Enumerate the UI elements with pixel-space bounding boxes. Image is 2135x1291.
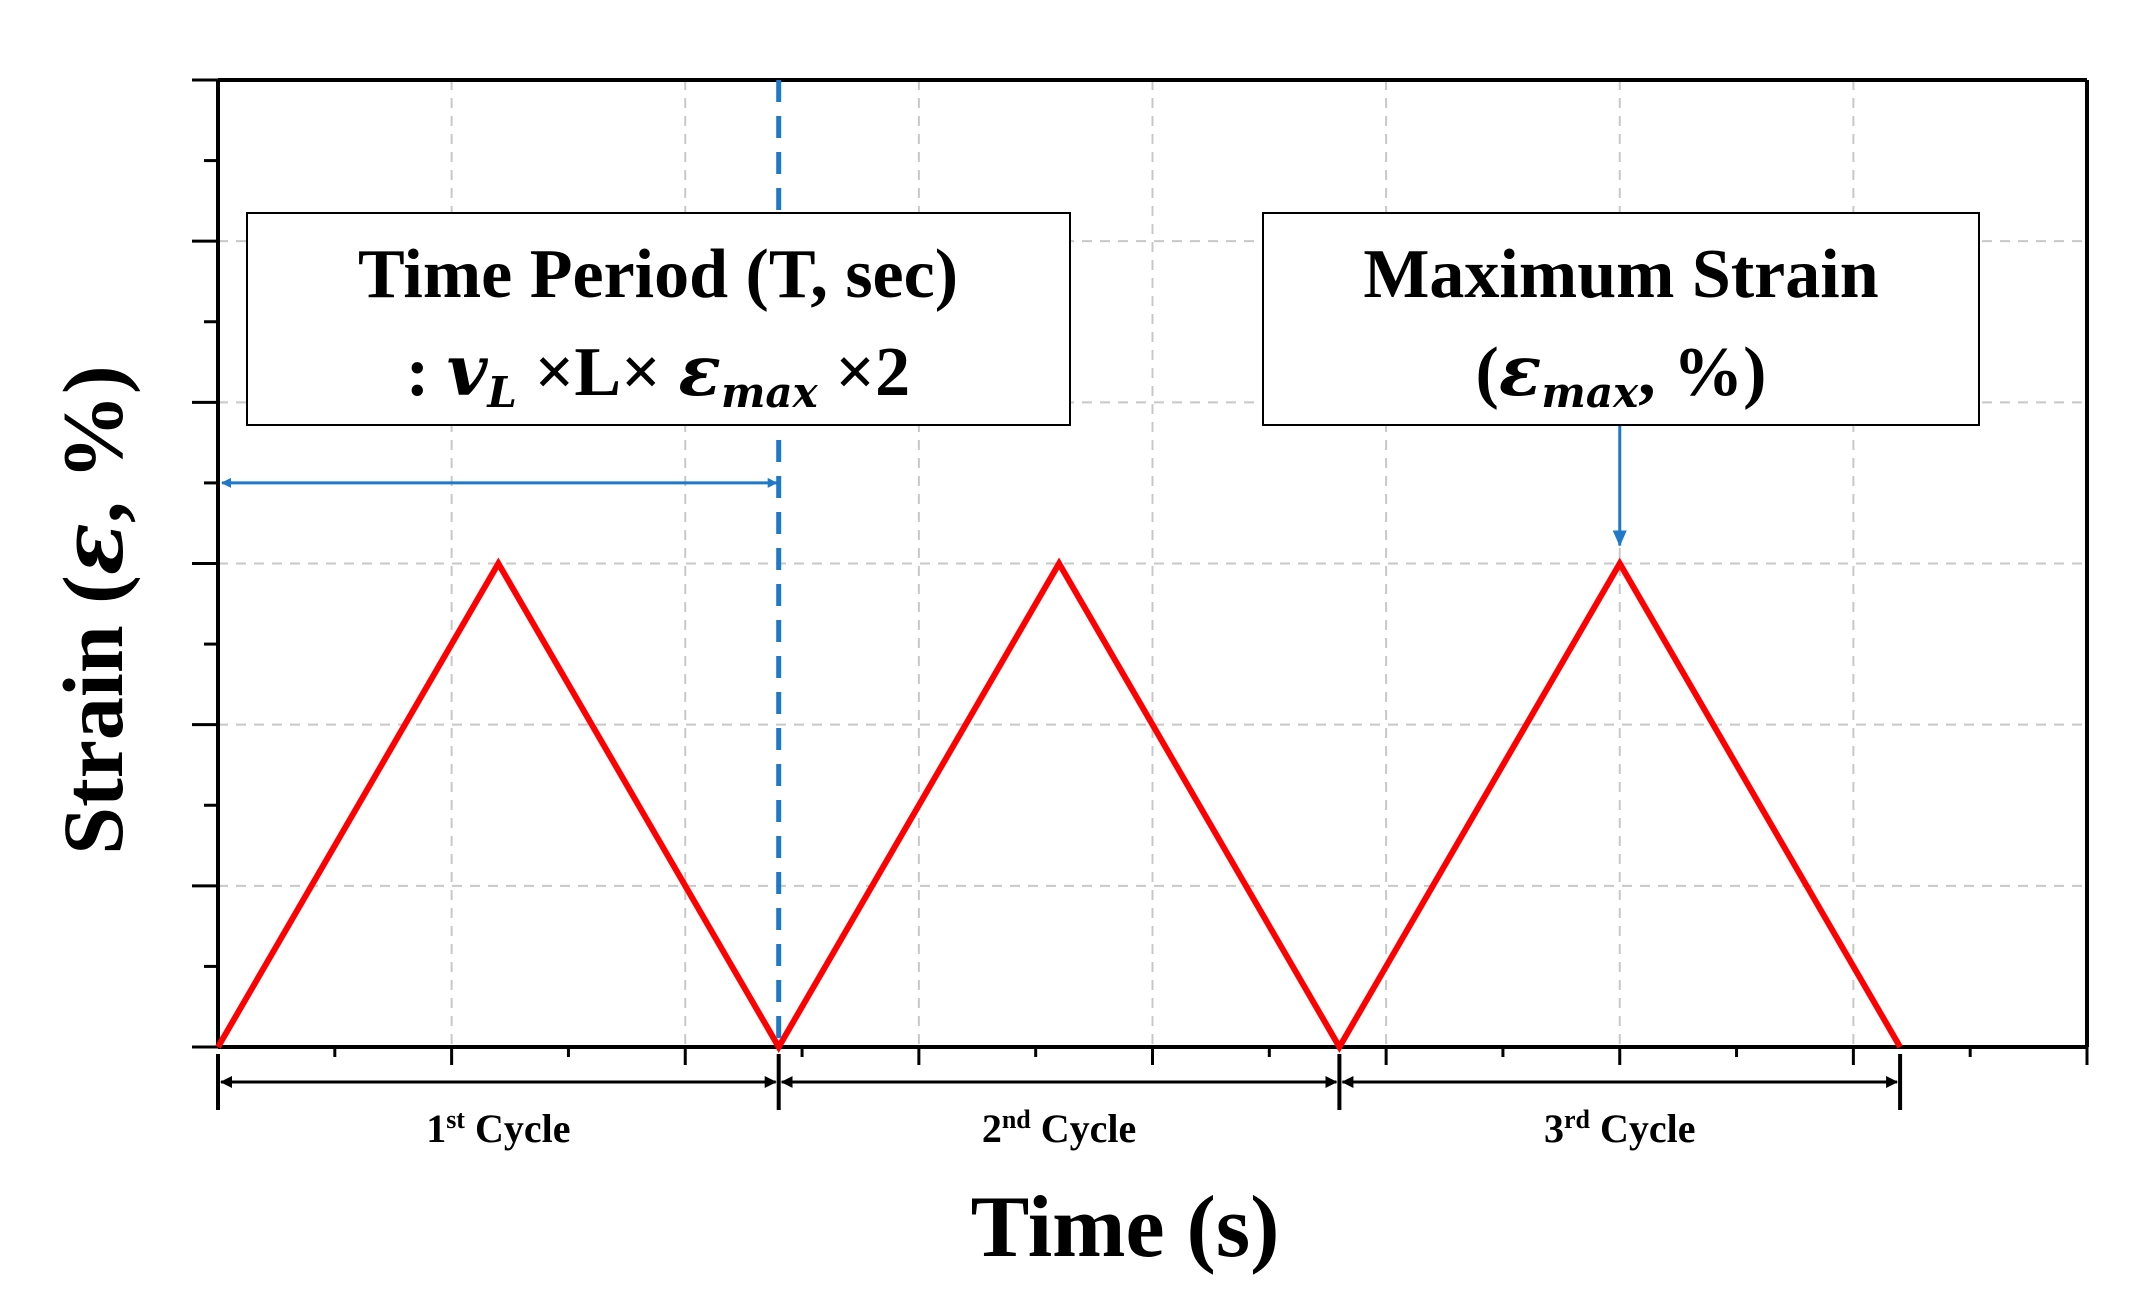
period-annotation-box: Time Period (T, sec) : vL ×L× εmax ×2 bbox=[246, 212, 1071, 426]
max-box-line1: Maximum Strain bbox=[1363, 236, 1878, 313]
cycle-label: 3rd Cycle bbox=[1544, 1105, 1696, 1151]
strain-series-line bbox=[215, 557, 1903, 1053]
y-label-symbol: ε bbox=[42, 523, 143, 575]
period-colon: : bbox=[406, 334, 447, 411]
axes bbox=[192, 78, 2089, 1065]
period-box-line1: Time Period (T, sec) bbox=[358, 236, 958, 313]
x-axis-label: Time (s) bbox=[971, 1179, 1280, 1276]
times-l-times: ×L× bbox=[517, 334, 678, 411]
times-two: ×2 bbox=[818, 334, 910, 411]
y-axis-label: Strain (ε, %) bbox=[42, 365, 143, 854]
eps-subscript-period: max bbox=[721, 368, 819, 417]
series-layer bbox=[215, 557, 1903, 1053]
v-symbol: v bbox=[447, 329, 489, 412]
cycle-label: 2nd Cycle bbox=[982, 1105, 1136, 1151]
eps-symbol-period: ε bbox=[678, 329, 721, 412]
max-strain-annotation-box: Maximum Strain (εmax, %) bbox=[1262, 212, 1980, 426]
eps-symbol-max: ε bbox=[1499, 329, 1542, 412]
max-box-line2: (εmax, %) bbox=[1476, 329, 1767, 417]
max-close-text: , %) bbox=[1638, 334, 1766, 411]
max-open-paren: ( bbox=[1476, 334, 1499, 411]
eps-subscript-max: max bbox=[1541, 368, 1639, 417]
v-subscript: L bbox=[486, 368, 517, 417]
y-label-tail: , %) bbox=[45, 365, 141, 523]
cycle-label: 1st Cycle bbox=[426, 1105, 570, 1151]
y-label-main: Strain ( bbox=[45, 575, 141, 855]
period-box-line2: : vL ×L× εmax ×2 bbox=[406, 329, 910, 417]
